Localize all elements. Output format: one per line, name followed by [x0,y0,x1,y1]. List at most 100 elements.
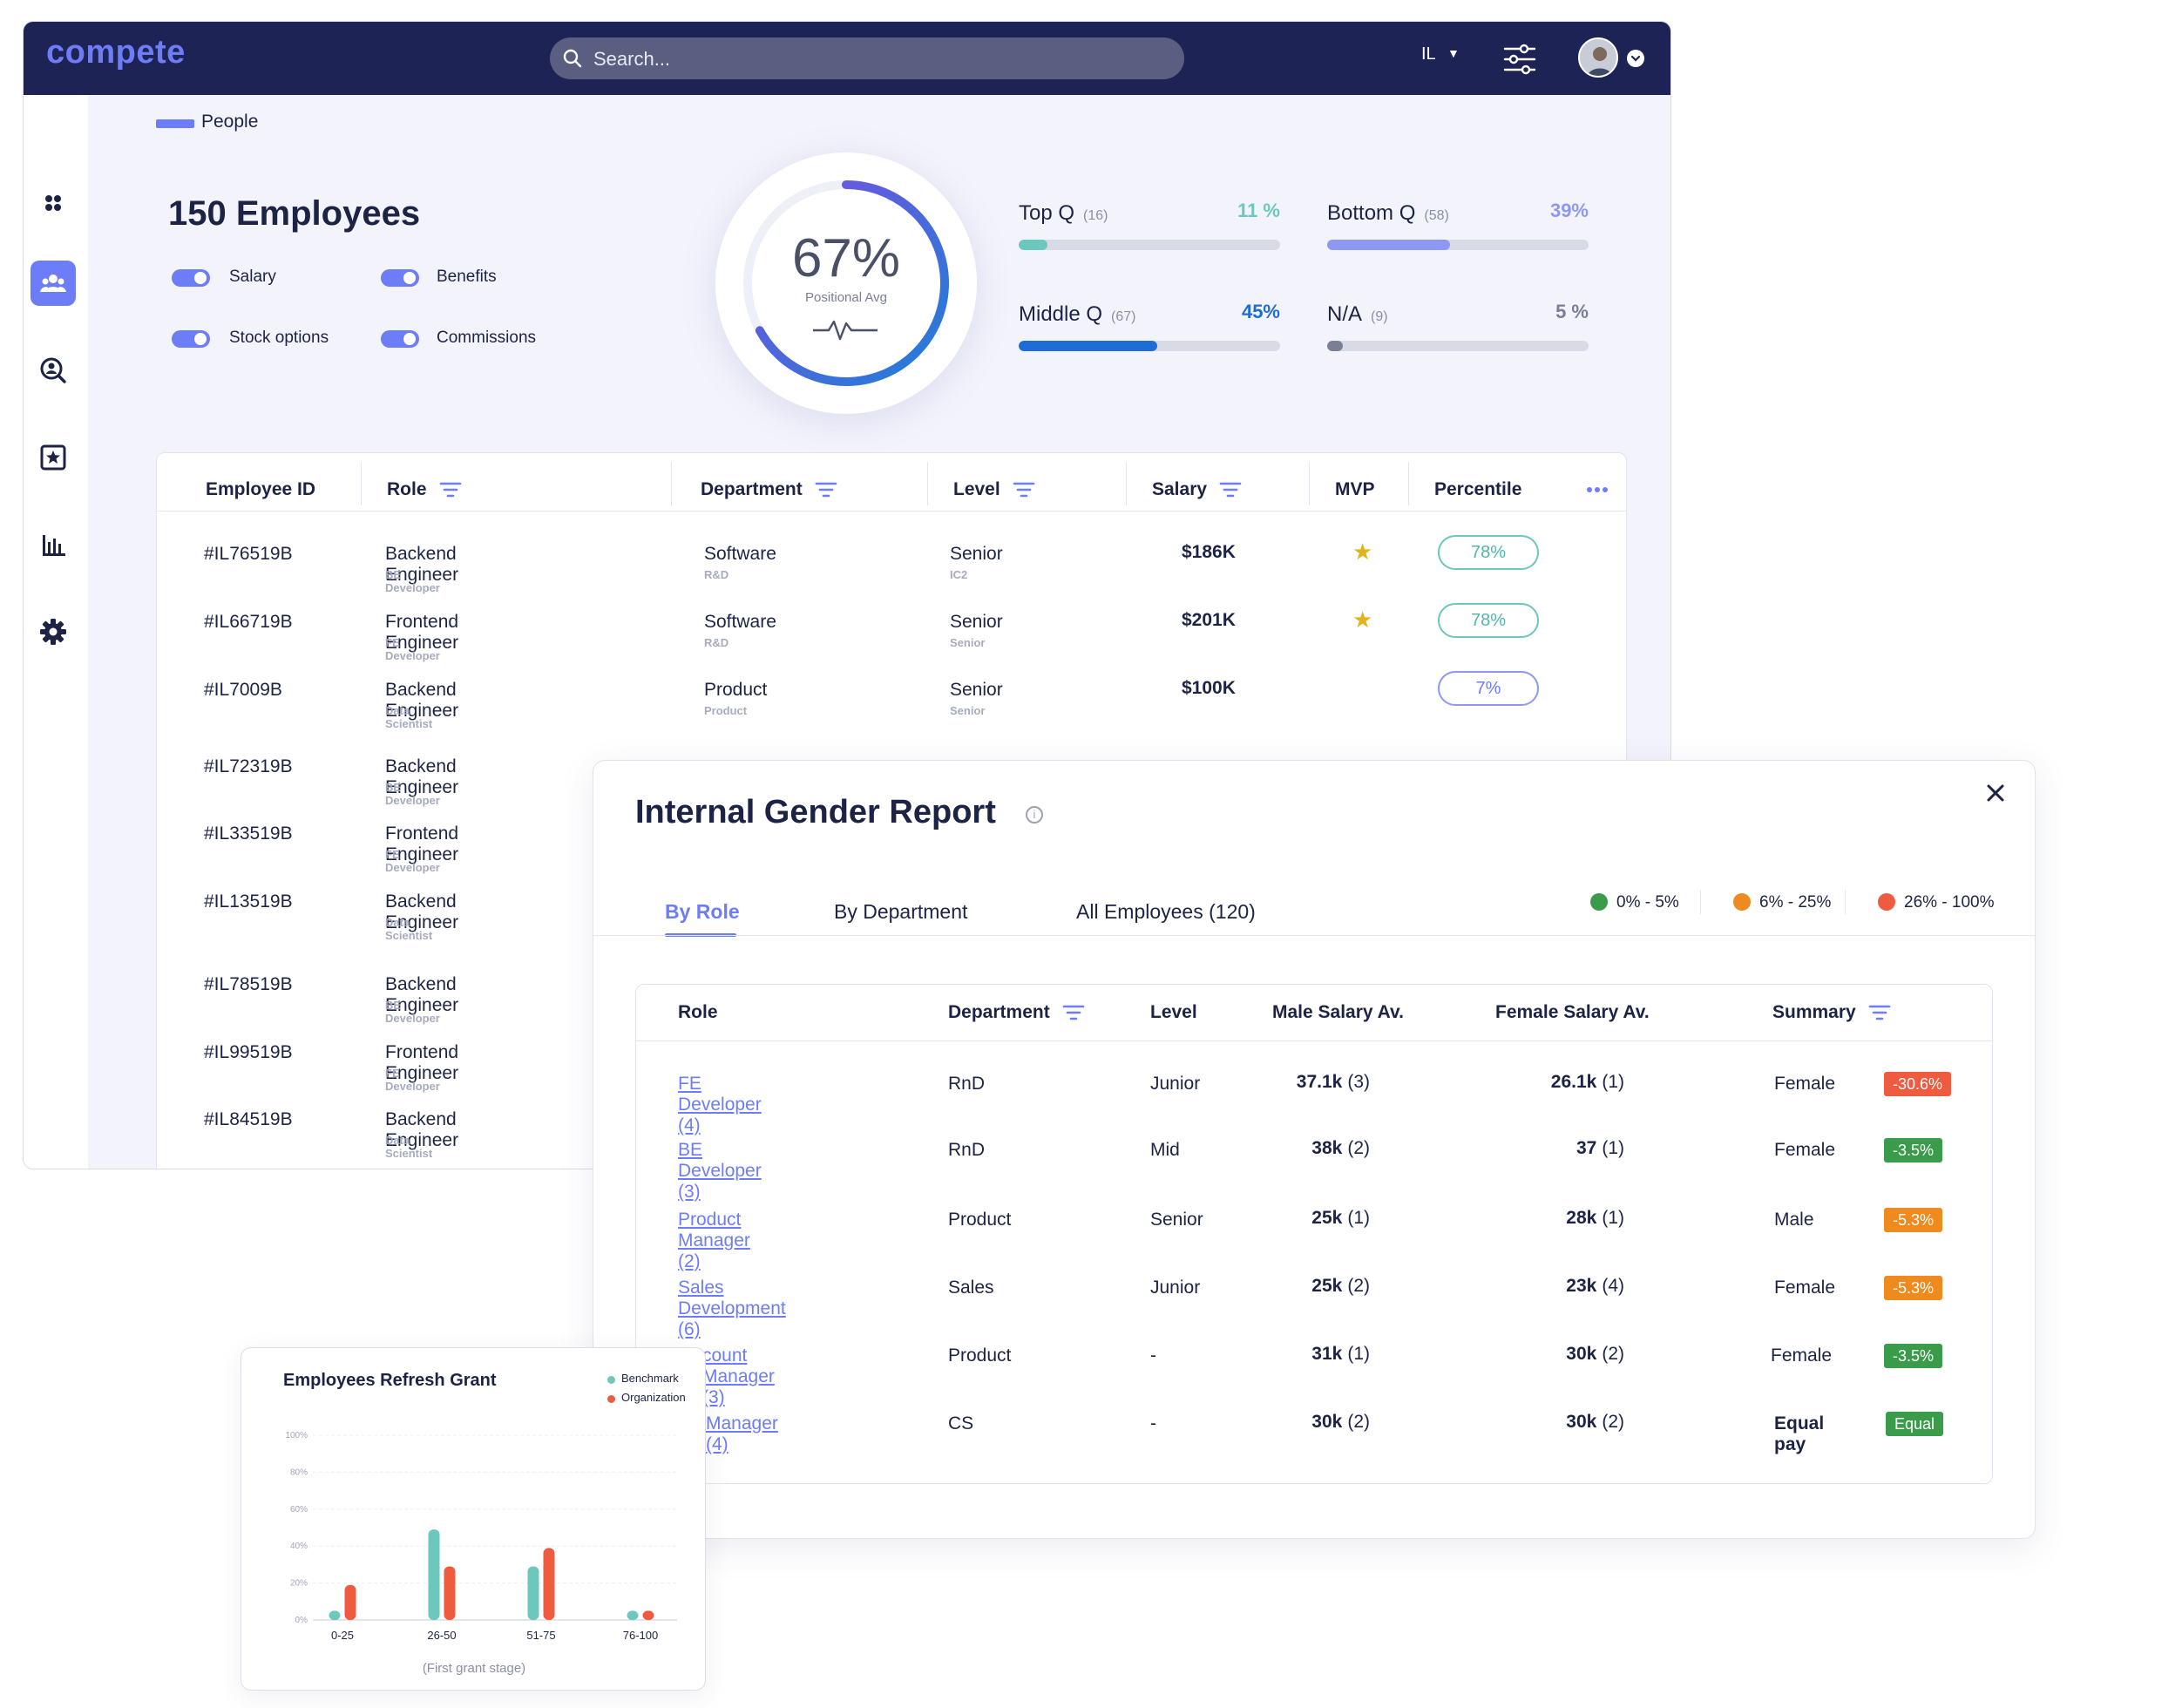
filter-icon[interactable] [1219,481,1242,498]
level-cell: Junior [1150,1278,1201,1298]
filter-icon[interactable] [1868,1004,1891,1021]
col-divider [361,462,362,505]
tab-by-department[interactable]: By Department [834,900,968,923]
quartile-progress-fill [1019,240,1047,250]
female-salary-cell: 28k (1) [1485,1208,1624,1229]
col-divider [1408,462,1409,505]
mvp-star-icon: ★ [1352,539,1373,565]
employee-department: Software [704,612,776,632]
department-cell: Sales [948,1278,994,1298]
breadcrumb[interactable]: People [201,112,259,132]
people-icon[interactable] [30,261,76,306]
bar-organization [344,1584,356,1620]
table-header-divider [636,1040,1992,1041]
summary-cell: Male [1774,1210,1814,1230]
more-options-icon[interactable] [1586,486,1609,493]
percentile-badge: 78% [1438,603,1539,638]
col-female-salary[interactable]: Female Salary Av. [1495,1002,1650,1022]
bar-chart-icon[interactable] [30,522,76,567]
info-icon[interactable]: i [1026,806,1043,824]
employee-role-sub: Data Scientist [385,916,433,942]
level-cell: Senior [1150,1210,1203,1230]
male-salary-value: 38k [1311,1138,1343,1158]
role-link[interactable]: Product Manager (2) [678,1210,750,1271]
male-count: (1) [1347,1344,1370,1364]
role-link[interactable]: Manager (4) [706,1413,778,1454]
employee-id: #IL66719B [204,612,293,632]
male-count: (2) [1347,1276,1370,1296]
legend-divider [1700,890,1701,914]
role-link[interactable]: Sales Development (6) [678,1278,786,1339]
avatar-chevron-icon[interactable] [1627,50,1644,67]
role-link[interactable]: count Manager (3) [702,1345,775,1407]
search-person-icon[interactable] [30,348,76,393]
quartile-count: (16) [1083,208,1108,223]
col-employee-id[interactable]: Employee ID [206,479,316,499]
col-department[interactable]: Department [701,479,837,500]
benefits-toggle[interactable] [381,269,419,287]
quartile-percent: 11 % [1237,200,1280,221]
employee-role-sub: Data Scientist [385,704,433,730]
employee-id: #IL99519B [204,1042,293,1062]
filter-icon[interactable] [1013,481,1035,498]
close-icon[interactable] [1986,776,2005,810]
col-mvp[interactable]: MVP [1335,479,1375,499]
col-percentile[interactable]: Percentile [1434,479,1522,499]
gauge-ring [743,180,949,386]
legend-label-mid: 6% - 25% [1759,893,1832,912]
page-title: 150 Employees [168,194,421,233]
col-department[interactable]: Department [948,1002,1085,1023]
y-tick-label: 40% [290,1542,308,1551]
female-salary-cell: 26.1k (1) [1485,1072,1624,1093]
female-salary-value: 37 [1576,1138,1597,1158]
col-level[interactable]: Level [953,479,1035,500]
filter-icon[interactable] [1062,1004,1085,1021]
gap-badge: -3.5% [1884,1138,1943,1162]
role-link[interactable]: BE Developer (3) [678,1140,762,1202]
quartile-name: Top Q [1019,201,1075,225]
x-tick-label: 76-100 [623,1629,658,1642]
legend-dot-green [1590,893,1608,911]
legend-label-high: 26% - 100% [1904,893,1995,912]
col-role[interactable]: Role [678,1002,718,1022]
settings-icon[interactable] [30,609,76,654]
tab-all-employees[interactable]: All Employees (120) [1076,900,1256,923]
x-axis-label: (First grant stage) [423,1661,525,1676]
employee-id: #IL13519B [204,891,293,912]
female-salary-value: 30k [1566,1344,1597,1364]
salary-toggle[interactable] [172,269,210,287]
tab-by-role[interactable]: By Role [665,900,740,923]
filter-icon[interactable] [439,481,462,498]
language-selector[interactable]: IL [1421,44,1436,64]
quartile-progress-bar [1019,341,1280,351]
filter-settings-icon[interactable] [1500,39,1540,79]
caret-down-icon[interactable]: ▼ [1447,46,1460,60]
quartile-percent: 39% [1549,200,1589,221]
col-salary[interactable]: Salary [1152,479,1242,500]
summary-cell: Female [1774,1278,1836,1298]
quartile-name: Middle Q [1019,302,1103,326]
commissions-toggle[interactable] [381,330,419,348]
female-salary-cell: 30k (2) [1485,1344,1624,1365]
dashboard-icon[interactable] [30,180,76,226]
logo[interactable]: compete [46,34,186,71]
employee-role-sub: BE Developer [385,999,440,1025]
gender-table: Role Department Level Male Salary Av. Fe… [635,984,1993,1484]
gauge-label: Positional Avg [805,290,887,305]
stock-options-toggle[interactable] [172,330,210,348]
search-input[interactable]: Search... [550,37,1184,79]
col-summary[interactable]: Summary [1772,1002,1891,1023]
female-salary-cell: 37 (1) [1485,1138,1624,1159]
col-role[interactable]: Role [387,479,462,500]
avatar[interactable] [1578,37,1618,78]
x-tick-label: 26-50 [427,1629,456,1642]
col-level[interactable]: Level [1150,1002,1197,1022]
male-salary-value: 30k [1311,1412,1343,1432]
role-link[interactable]: FE Developer (4) [678,1074,762,1135]
male-salary-value: 37.1k [1296,1072,1343,1092]
filter-icon[interactable] [815,481,837,498]
col-male-salary[interactable]: Male Salary Av. [1272,1002,1404,1022]
tabs-divider [593,935,2035,936]
employee-role-sub: FE Developer [385,1067,440,1093]
star-icon[interactable] [30,435,76,480]
